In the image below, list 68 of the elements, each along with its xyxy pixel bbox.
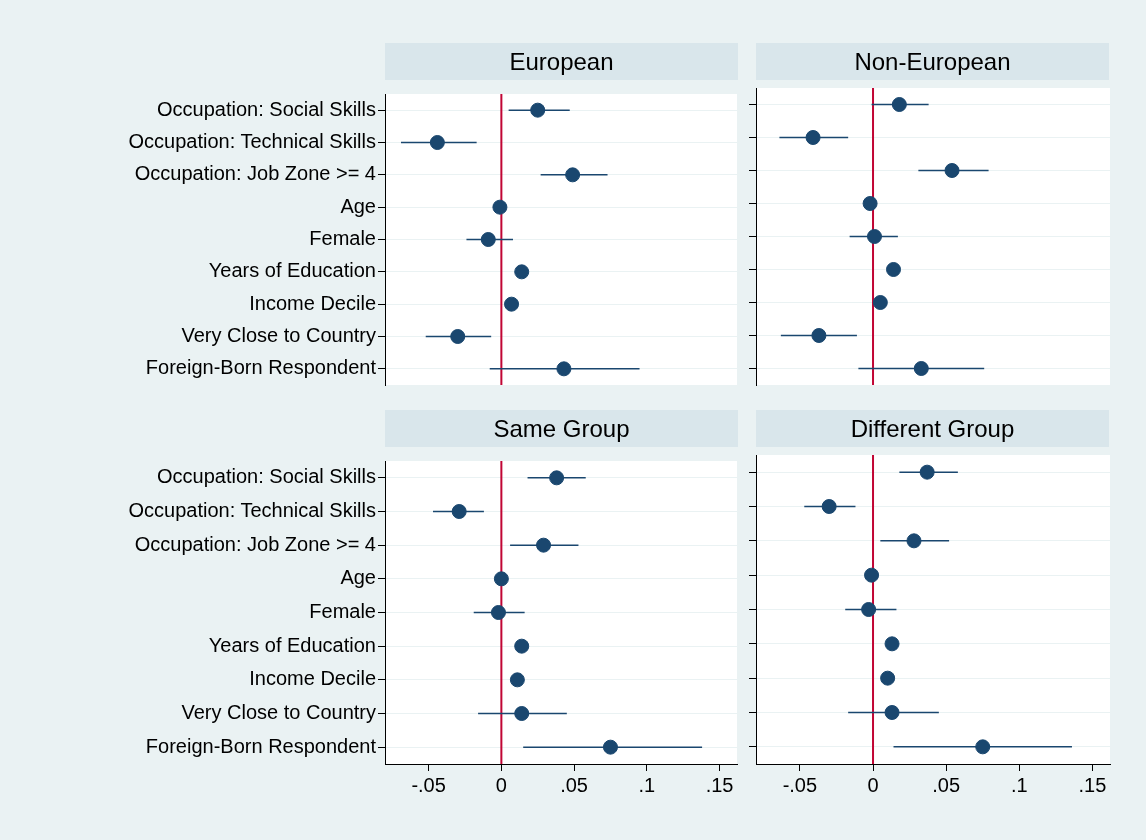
- point: [429, 135, 445, 150]
- point: [864, 567, 880, 583]
- point: [891, 97, 907, 112]
- x-tick-label: .05: [560, 773, 588, 796]
- point: [861, 602, 877, 617]
- point: [884, 636, 900, 652]
- point: [872, 295, 888, 310]
- chart-title: European: [385, 43, 738, 80]
- y-tick-label: Very Close to Country: [181, 701, 376, 724]
- y-tick-label: Occupation: Job Zone >= 4: [134, 532, 376, 555]
- point: [490, 605, 506, 620]
- x-tick-label: .05: [932, 773, 961, 796]
- point: [480, 232, 496, 247]
- point: [514, 638, 530, 654]
- point: [514, 706, 530, 721]
- x-tick-label: -.05: [411, 773, 446, 796]
- point: [504, 296, 520, 312]
- y-tick-label: Occupation: Social Skills: [157, 97, 376, 120]
- point: [884, 705, 900, 720]
- point: [880, 670, 896, 686]
- x-tick-label: .1: [1010, 773, 1028, 796]
- y-tick-label: Foreign-Born Respondent: [145, 734, 377, 757]
- y-tick-label: Very Close to Country: [181, 324, 376, 347]
- y-tick-label: Income Decile: [249, 667, 376, 690]
- point: [866, 229, 882, 244]
- y-tick-label: Female: [309, 600, 376, 623]
- point: [886, 262, 901, 277]
- x-tick-label: .15: [705, 773, 734, 796]
- point: [492, 199, 508, 215]
- point: [919, 464, 935, 480]
- chart-title: Different Group: [756, 410, 1109, 447]
- y-tick-label: Occupation: Technical Skills: [128, 130, 376, 153]
- y-tick-label: Years of Education: [208, 633, 376, 656]
- point: [509, 672, 525, 688]
- point: [451, 504, 467, 519]
- point: [805, 130, 821, 145]
- x-tick-label: -.05: [782, 773, 818, 796]
- point: [565, 167, 581, 183]
- point: [602, 739, 618, 755]
- x-tick-label: 0: [867, 773, 879, 796]
- y-tick-label: Foreign-Born Respondent: [145, 356, 377, 379]
- x-tick-label: .1: [638, 773, 656, 796]
- x-tick-label: .15: [1078, 773, 1107, 796]
- point: [906, 533, 922, 549]
- point: [862, 196, 878, 211]
- y-tick-label: Occupation: Social Skills: [157, 465, 376, 488]
- y-tick-label: Occupation: Job Zone >= 4: [134, 162, 376, 185]
- point: [493, 571, 509, 587]
- y-tick-label: Income Decile: [249, 291, 376, 314]
- point: [821, 499, 837, 514]
- point: [450, 329, 466, 344]
- chart-title: Non-European: [756, 43, 1109, 80]
- point: [514, 264, 530, 280]
- chart-title: Same Group: [385, 410, 738, 447]
- y-tick-label: Female: [309, 227, 376, 250]
- x-tick-label: 0: [495, 773, 507, 796]
- y-tick-label: Occupation: Technical Skills: [128, 499, 376, 522]
- point: [944, 163, 960, 178]
- point: [536, 537, 552, 553]
- y-tick-label: Years of Education: [208, 259, 376, 282]
- y-tick-label: Age: [340, 566, 376, 589]
- point: [549, 470, 565, 486]
- y-tick-label: Age: [340, 194, 376, 217]
- point: [811, 328, 827, 343]
- point: [975, 739, 991, 755]
- point: [913, 361, 929, 376]
- point: [556, 361, 572, 377]
- point: [530, 102, 546, 118]
